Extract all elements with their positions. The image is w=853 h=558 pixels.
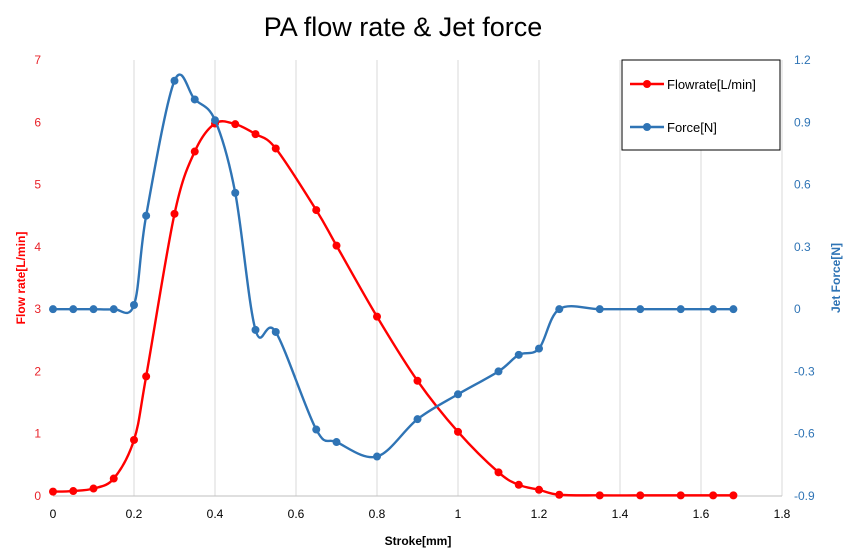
legend-marker-flowrate (643, 80, 651, 88)
data-point-force (251, 325, 260, 334)
data-point-force (373, 452, 381, 461)
data-point-force (636, 305, 645, 314)
data-point-flowrate (190, 147, 199, 156)
data-point-flowrate (142, 372, 151, 381)
y-tick-label: 7 (34, 53, 41, 67)
grid-layer (133, 60, 783, 496)
y2-tick-label: -0.9 (794, 489, 815, 503)
legend-label-flowrate: Flowrate[L/min] (667, 77, 756, 92)
data-point-force (676, 305, 685, 314)
data-point-force (494, 367, 503, 376)
legend: Flowrate[L/min] Force[N] (621, 59, 781, 151)
data-point-force (709, 305, 718, 314)
x-tick-label: 1.6 (693, 507, 710, 521)
data-point-flowrate (130, 435, 138, 444)
y2-tick-label: -0.3 (794, 364, 815, 378)
data-point-force (312, 425, 321, 434)
data-point-flowrate (49, 487, 57, 496)
data-point-flowrate (251, 130, 260, 139)
y2-tick-label: 0 (794, 302, 801, 316)
data-point-force (413, 415, 422, 424)
data-point-force (211, 116, 219, 125)
data-point-flowrate (312, 206, 321, 215)
y2-tick-label: 0.6 (794, 178, 811, 192)
x-tick-label: 0 (50, 507, 57, 521)
data-point-flowrate (332, 241, 341, 250)
y-tick-label: 5 (34, 178, 41, 192)
data-point-force (69, 305, 78, 314)
chart-title: PA flow rate & Jet force (264, 12, 543, 42)
x-axis-label: Stroke[mm] (385, 534, 452, 548)
y2-tick-label: -0.6 (794, 427, 815, 441)
x-tick-label: 1.4 (612, 507, 629, 521)
data-point-force (454, 390, 462, 399)
data-point-flowrate (595, 491, 604, 500)
data-point-flowrate (89, 484, 98, 493)
x-tick-label: 1.8 (774, 507, 791, 521)
data-point-flowrate (514, 480, 523, 489)
data-point-flowrate (636, 491, 645, 500)
series-line-force (53, 73, 734, 459)
data-point-force (89, 305, 98, 314)
data-point-flowrate (69, 487, 78, 496)
data-point-flowrate (709, 491, 718, 500)
series-line-flowrate (52, 120, 734, 497)
data-point-flowrate (373, 312, 381, 321)
data-point-flowrate (555, 490, 564, 499)
data-point-flowrate (413, 376, 422, 385)
axis-layer: 0 0.2 0.4 0.6 0.8 1 1.2 1.4 1.6 1.8 0 1 2 3 4 5 6 7 -0.9 -0… (34, 53, 815, 521)
y-axis-label: Flow rate[L/min] (14, 232, 28, 325)
y2-tick-label: 1.2 (794, 53, 811, 67)
data-point-force (595, 305, 604, 314)
data-point-flowrate (271, 144, 280, 153)
data-point-force (170, 76, 179, 85)
data-point-force (190, 95, 199, 104)
x-tick-label: 0.2 (126, 507, 143, 521)
data-point-force (142, 211, 151, 220)
x-tick-label: 0.4 (207, 507, 224, 521)
series-layer (49, 73, 738, 500)
x-tick-label: 0.8 (369, 507, 386, 521)
data-point-flowrate (535, 485, 543, 494)
data-point-flowrate (231, 120, 240, 129)
data-point-force (729, 305, 738, 314)
data-point-force (332, 438, 341, 447)
data-point-force (514, 350, 523, 359)
y-tick-label: 2 (34, 364, 41, 378)
data-point-force (231, 188, 240, 197)
x-tick-label: 0.6 (288, 507, 305, 521)
data-point-force (271, 327, 280, 336)
x-tick-label: 1 (455, 507, 462, 521)
y-tick-label: 0 (34, 489, 41, 503)
x-tick-label: 1.2 (531, 507, 548, 521)
legend-box (621, 59, 781, 151)
data-point-flowrate (676, 491, 685, 500)
y-tick-label: 3 (34, 302, 41, 316)
data-point-force (109, 305, 118, 314)
data-point-force (130, 300, 138, 309)
y2-tick-label: 0.3 (794, 240, 811, 254)
data-point-force (555, 305, 564, 314)
data-point-force (49, 305, 57, 314)
data-point-flowrate (454, 427, 462, 436)
data-point-flowrate (494, 468, 503, 477)
legend-marker-force (643, 123, 651, 131)
y-tick-label: 1 (34, 427, 41, 441)
legend-label-force: Force[N] (667, 120, 717, 135)
data-point-flowrate (170, 209, 179, 218)
y-tick-label: 6 (34, 115, 41, 129)
y2-tick-label: 0.9 (794, 115, 811, 129)
y-tick-label: 4 (34, 240, 41, 254)
data-point-force (535, 344, 543, 353)
data-point-flowrate (729, 491, 738, 500)
y2-axis-label: Jet Force[N] (829, 243, 843, 313)
data-point-flowrate (109, 474, 118, 483)
